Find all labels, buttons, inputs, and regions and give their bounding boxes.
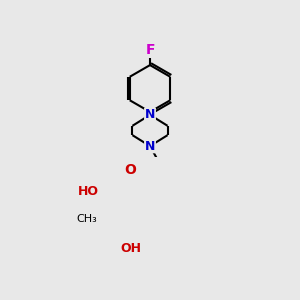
Text: O: O xyxy=(124,163,136,176)
Text: F: F xyxy=(145,43,155,57)
Text: N: N xyxy=(145,108,155,122)
Text: OH: OH xyxy=(121,242,142,255)
Text: CH₃: CH₃ xyxy=(76,214,97,224)
Text: N: N xyxy=(145,140,155,153)
Text: HO: HO xyxy=(78,184,99,197)
